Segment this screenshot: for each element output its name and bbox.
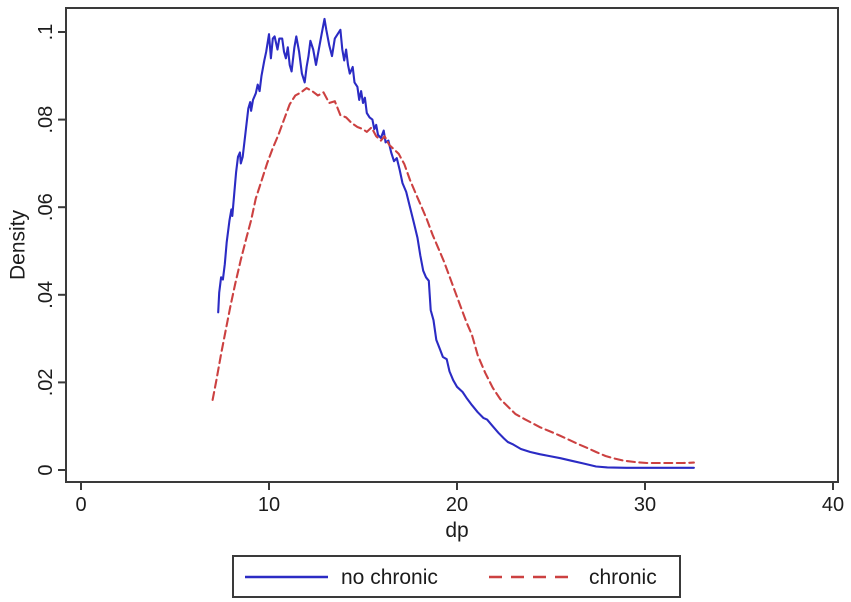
y-tick-label: .02: [35, 368, 57, 396]
x-tick-label: 0: [75, 494, 86, 516]
legend-label: no chronic: [341, 566, 438, 589]
y-tick-label: 0: [35, 464, 57, 475]
legend-label: chronic: [589, 566, 657, 589]
y-tick-label: .1: [35, 24, 57, 41]
x-tick-label: 30: [634, 494, 656, 516]
y-tick-label: .08: [35, 106, 57, 134]
series-line-no-chronic: [217, 17, 695, 469]
y-tick-label: .06: [35, 193, 57, 221]
x-tick-label: 10: [258, 494, 280, 516]
x-axis-title: dp: [445, 519, 468, 542]
plot-area-border: [65, 7, 839, 483]
y-axis-title: Density: [6, 209, 29, 280]
series-line-chronic: [211, 87, 695, 465]
x-tick-label: 40: [822, 494, 844, 516]
x-tick-label: 20: [446, 494, 468, 516]
y-tick-label: .04: [35, 281, 57, 309]
